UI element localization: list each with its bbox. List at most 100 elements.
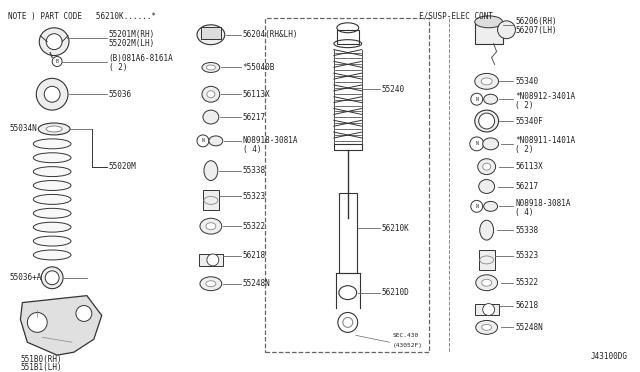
Text: ( 2): ( 2) <box>515 145 534 154</box>
Ellipse shape <box>484 201 497 211</box>
Text: ( 4): ( 4) <box>515 208 534 217</box>
Ellipse shape <box>200 218 222 234</box>
Ellipse shape <box>475 73 499 89</box>
Ellipse shape <box>41 267 63 289</box>
Ellipse shape <box>204 161 218 180</box>
Text: 56113X: 56113X <box>515 162 543 171</box>
Text: ( 2): ( 2) <box>515 101 534 110</box>
Text: 56113X: 56113X <box>243 90 270 99</box>
Ellipse shape <box>475 110 499 132</box>
Ellipse shape <box>33 180 71 190</box>
Text: 55323: 55323 <box>243 192 266 201</box>
Text: 55020M: 55020M <box>109 162 136 171</box>
Text: ( 4): ( 4) <box>243 145 261 154</box>
Polygon shape <box>20 296 102 355</box>
Bar <box>339 193 356 273</box>
Circle shape <box>45 271 59 285</box>
Ellipse shape <box>33 250 71 260</box>
Ellipse shape <box>203 110 219 124</box>
Text: 55323: 55323 <box>515 251 538 260</box>
Bar <box>201 27 221 39</box>
Text: 55340F: 55340F <box>515 116 543 125</box>
Text: 55340: 55340 <box>515 77 538 86</box>
Text: 56218: 56218 <box>515 301 538 310</box>
Text: ( 2): ( 2) <box>109 63 127 72</box>
Ellipse shape <box>484 94 497 104</box>
Text: 56207(LH): 56207(LH) <box>515 26 557 35</box>
Ellipse shape <box>33 153 71 163</box>
Text: 56206(RH): 56206(RH) <box>515 17 557 26</box>
Ellipse shape <box>33 236 71 246</box>
Text: 55338: 55338 <box>243 166 266 175</box>
Circle shape <box>497 21 515 39</box>
Bar <box>203 190 219 210</box>
Circle shape <box>483 304 495 315</box>
Text: 55036+A: 55036+A <box>10 273 42 282</box>
Ellipse shape <box>202 62 220 73</box>
Text: N: N <box>476 204 478 209</box>
Ellipse shape <box>46 126 62 132</box>
Text: 56210D: 56210D <box>381 288 409 297</box>
Ellipse shape <box>33 222 71 232</box>
Text: 55338: 55338 <box>515 226 538 235</box>
Ellipse shape <box>476 320 497 334</box>
Ellipse shape <box>33 208 71 218</box>
Text: 56217: 56217 <box>515 182 538 191</box>
Ellipse shape <box>33 195 71 204</box>
Text: 56217: 56217 <box>243 113 266 122</box>
Bar <box>475 22 502 44</box>
Circle shape <box>28 312 47 332</box>
Ellipse shape <box>33 139 71 149</box>
Text: 55201M(RH): 55201M(RH) <box>109 30 155 39</box>
Ellipse shape <box>482 279 492 286</box>
Circle shape <box>207 254 219 266</box>
Text: N: N <box>476 141 478 146</box>
Ellipse shape <box>207 91 215 98</box>
Ellipse shape <box>482 324 492 330</box>
Ellipse shape <box>197 25 225 45</box>
Circle shape <box>44 86 60 102</box>
Bar <box>337 30 358 44</box>
Text: (43052F): (43052F) <box>392 343 422 348</box>
Text: NOTE ) PART CODE   56210K......*: NOTE ) PART CODE 56210K......* <box>8 12 156 21</box>
Text: *N08911-1401A: *N08911-1401A <box>515 137 575 145</box>
Text: 55322: 55322 <box>515 278 538 287</box>
Ellipse shape <box>483 163 491 170</box>
Text: N08918-3081A: N08918-3081A <box>243 137 298 145</box>
Text: (B)081A6-8161A: (B)081A6-8161A <box>109 54 173 63</box>
Bar <box>266 18 429 352</box>
Ellipse shape <box>480 220 493 240</box>
Text: 56204(RH&LH): 56204(RH&LH) <box>243 30 298 39</box>
Ellipse shape <box>200 277 222 291</box>
Ellipse shape <box>206 281 216 287</box>
Text: J43100DG: J43100DG <box>591 352 628 361</box>
Text: SEC.430: SEC.430 <box>392 333 419 338</box>
Text: 55202M(LH): 55202M(LH) <box>109 39 155 48</box>
Ellipse shape <box>209 136 223 146</box>
Bar <box>199 254 223 266</box>
Circle shape <box>76 305 92 321</box>
Ellipse shape <box>202 86 220 102</box>
Ellipse shape <box>479 180 495 193</box>
Text: 55248N: 55248N <box>243 279 270 288</box>
Ellipse shape <box>207 65 215 70</box>
Text: N08918-3081A: N08918-3081A <box>515 199 571 208</box>
Ellipse shape <box>477 159 495 174</box>
Ellipse shape <box>36 78 68 110</box>
Text: 55240: 55240 <box>381 85 404 94</box>
Bar <box>334 144 362 150</box>
Text: F/SUSP-ELEC CONT: F/SUSP-ELEC CONT <box>419 12 493 21</box>
Text: 55036: 55036 <box>109 90 132 99</box>
Ellipse shape <box>481 78 492 85</box>
Ellipse shape <box>206 223 216 230</box>
Text: 56210K: 56210K <box>381 224 409 232</box>
Text: 55034N: 55034N <box>10 125 37 134</box>
Text: 55248N: 55248N <box>515 323 543 332</box>
Text: 551B0(RH): 551B0(RH) <box>20 355 62 363</box>
Ellipse shape <box>33 167 71 177</box>
Bar <box>475 304 499 315</box>
Ellipse shape <box>476 275 497 291</box>
Text: *N08912-3401A: *N08912-3401A <box>515 92 575 101</box>
Ellipse shape <box>38 123 70 135</box>
Circle shape <box>46 34 62 49</box>
